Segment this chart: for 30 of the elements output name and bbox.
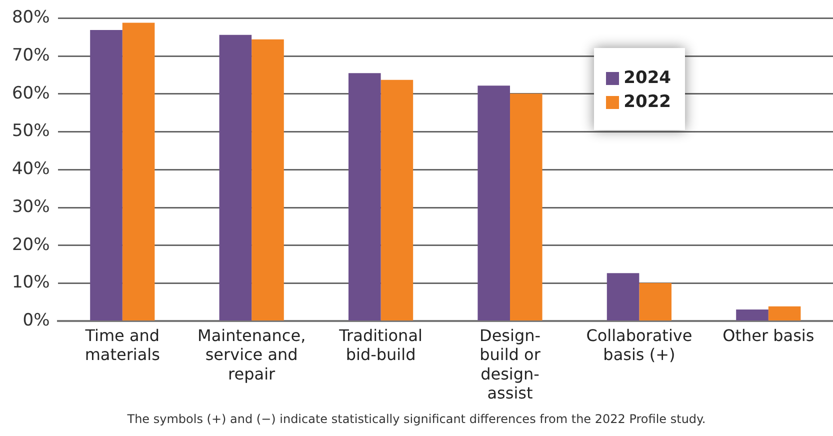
bar <box>606 273 640 320</box>
x-tick-label: Time and materials <box>84 326 160 364</box>
y-tick-label: 0% <box>22 310 50 331</box>
y-tick-label: 20% <box>12 234 50 255</box>
y-tick-label: 70% <box>12 45 50 66</box>
x-tick-label: Traditional bid-build <box>338 326 422 364</box>
bar <box>122 22 155 320</box>
y-tick-label: 30% <box>12 196 50 217</box>
bar <box>478 86 510 320</box>
text: The symbols (+) and (−) indicate statistically significant differences from the 2022 Profile study. <box>126 412 707 426</box>
bar <box>219 34 252 320</box>
x-tick-label: Collaborative basis (+) <box>586 326 692 364</box>
x-tick-label: Maintenance, service and repair <box>198 326 306 384</box>
bar <box>380 80 414 320</box>
bar <box>90 30 122 320</box>
bar <box>348 73 381 320</box>
bar <box>510 94 542 320</box>
x-tick-label: Design-build or design-assist <box>479 326 541 403</box>
bar <box>639 282 672 320</box>
legend-label: 2022 <box>624 92 671 112</box>
y-tick-label: 10% <box>12 272 50 293</box>
y-tick-label: 50% <box>12 121 50 142</box>
bar <box>252 39 284 320</box>
x-tick-label: Other basis <box>722 326 814 345</box>
y-tick-label: 80% <box>12 8 50 28</box>
y-tick-label: 60% <box>12 83 50 104</box>
y-tick-label: 40% <box>12 159 50 180</box>
legend-label: 2024 <box>624 68 671 88</box>
bar <box>768 306 801 320</box>
bar <box>736 309 768 320</box>
